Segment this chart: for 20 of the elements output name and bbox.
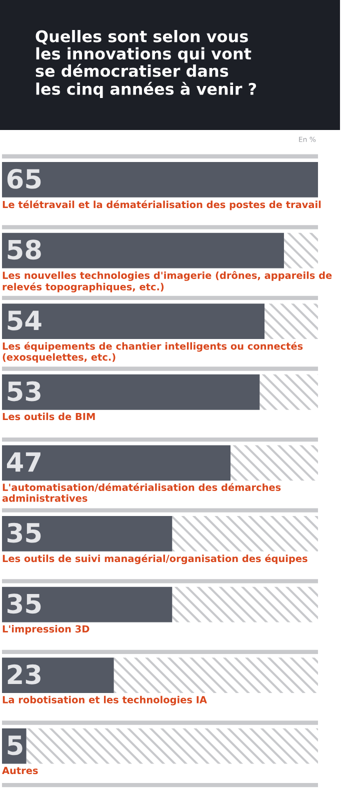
- y-tick-label: Les équipements de chantier intelligents ou connectés (exosquelettes, etc.): [2, 342, 303, 363]
- y-tick-label: Les outils de BIM: [2, 412, 95, 420]
- y-tick-label: La robotisation et les technologies IA: [2, 696, 207, 706]
- data-label: 53: [8, 381, 40, 402]
- y-tick-label: Les nouvelles technologies d'imagerie (drônes, appareils de relevés topographiques, etc.): [2, 271, 332, 292]
- data-label: 47: [6, 452, 40, 472]
- data-label: 5: [8, 736, 22, 756]
- data-label: 54: [8, 310, 42, 330]
- data-label: 65: [7, 168, 41, 189]
- y-tick-label: Autres: [2, 766, 38, 774]
- y-tick-label: L'automatisation/dématérialisation des démarches administratives: [2, 483, 281, 502]
- chart-title: Quelles sont selon vous les innovations qui vont se démocratiser dans les cinq années à venir ?: [36, 30, 256, 98]
- y-tick-label: L'impression 3D: [2, 625, 90, 634]
- y-tick-label: Les outils de suivi managérial/organisation des équipes: [2, 554, 308, 564]
- data-label: 58: [8, 240, 41, 260]
- data-label: 23: [8, 664, 40, 684]
- bar: [2, 162, 318, 198]
- y-tick-label: Le télétravail et la dématérialisation des postes de travail: [2, 200, 321, 210]
- data-label: 35: [8, 522, 41, 543]
- data-label: 35: [8, 594, 41, 614]
